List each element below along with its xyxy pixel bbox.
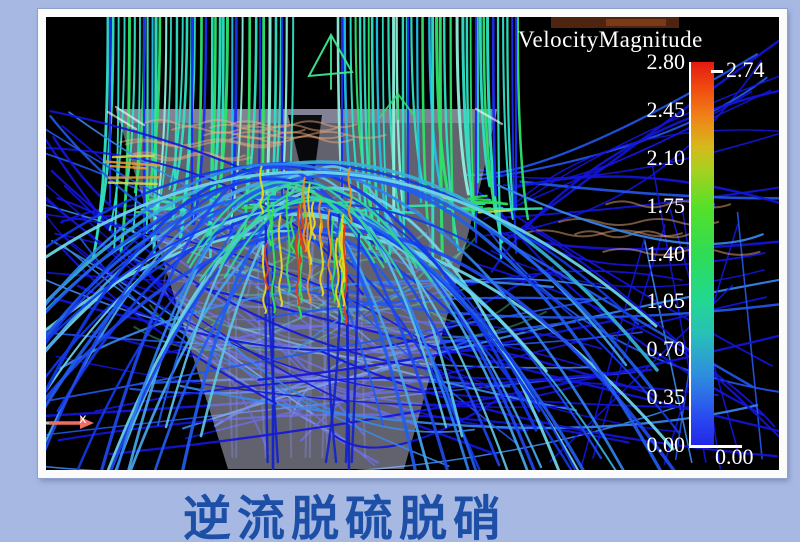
axis-x-label: x: [79, 412, 87, 427]
caption-text: 逆流脱硫脱硝: [183, 491, 508, 542]
colorbar-tick-label: 1.75: [646, 193, 686, 218]
colorbar-tick-label: 1.40: [646, 241, 686, 266]
colorbar-tick-label: 1.05: [646, 288, 686, 313]
colorbar-title: VelocityMagnitude: [518, 27, 703, 52]
colorbar-tick-label: 2.80: [646, 49, 686, 74]
colorbar-tick-label: 2.10: [646, 145, 686, 170]
axis-arrow-icon: [46, 417, 94, 429]
colorbar-min-tick: [712, 445, 742, 448]
colorbar-tick-label: 0.70: [646, 336, 686, 361]
colorbar-max-label: 2.74: [726, 57, 765, 82]
colorbar-tick-label: 0.35: [646, 384, 686, 409]
plot-canvas: [46, 17, 779, 470]
colorbar-tick-label: 0.00: [646, 432, 686, 457]
colorbar: [689, 62, 714, 448]
streamline-plot: [46, 17, 779, 470]
colorbar-max-tick: [711, 70, 723, 73]
colorbar-tick-label: 2.45: [646, 97, 686, 122]
colorbar-min-label: 0.00: [715, 444, 754, 469]
